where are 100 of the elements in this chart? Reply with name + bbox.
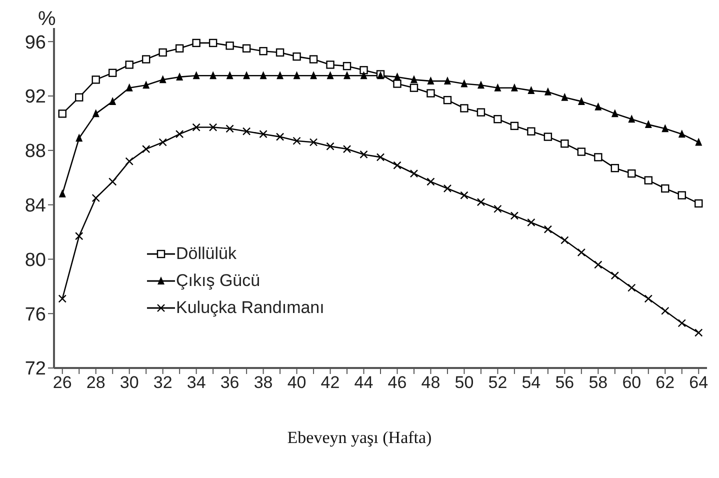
point [75, 93, 84, 102]
point [678, 319, 686, 328]
point [460, 104, 468, 112]
point [476, 198, 486, 206]
point [494, 83, 502, 92]
x-tick-label: 56 [555, 373, 574, 392]
point [410, 169, 418, 178]
point [326, 71, 334, 80]
point [360, 66, 368, 74]
point [326, 142, 334, 150]
point [125, 60, 134, 69]
point [92, 194, 100, 202]
point [242, 44, 251, 52]
point [578, 96, 585, 105]
point [695, 138, 702, 146]
point [594, 153, 602, 162]
point [393, 80, 402, 88]
point [510, 122, 519, 130]
point [527, 127, 536, 136]
point [443, 184, 452, 193]
point [510, 83, 518, 92]
point [544, 132, 552, 141]
point [610, 164, 620, 172]
point [661, 306, 670, 315]
x-tick-label: 26 [52, 373, 72, 392]
point [610, 271, 620, 280]
point [426, 178, 435, 186]
point [293, 71, 300, 80]
legend-label: Çıkış Gücü [176, 270, 260, 290]
point [142, 144, 150, 154]
point [192, 123, 200, 132]
point [560, 236, 569, 244]
point [108, 178, 117, 186]
point [678, 191, 686, 200]
point [394, 72, 401, 80]
point [376, 153, 385, 162]
point [226, 42, 234, 50]
x-tick-label: 46 [388, 373, 407, 392]
point [628, 169, 636, 178]
point [644, 294, 652, 303]
x-axis-title: Ebeveyn yaşı (Hafta) [286, 428, 433, 448]
point [476, 108, 486, 116]
point [427, 76, 434, 85]
point [460, 191, 468, 200]
point [528, 86, 535, 94]
point [342, 62, 352, 70]
point [477, 80, 484, 89]
x-tick-label: 36 [220, 373, 240, 392]
point [243, 71, 250, 80]
x-tick-label: 64 [689, 373, 708, 392]
point [360, 71, 368, 80]
x-tick-label: 34 [186, 373, 206, 392]
point [342, 144, 352, 154]
point [125, 157, 134, 166]
point [175, 44, 184, 52]
point [460, 79, 468, 88]
y-tick-label: 80 [24, 250, 46, 271]
point [58, 294, 66, 303]
point [661, 184, 670, 193]
point [292, 136, 301, 145]
x-tick-label: 48 [421, 373, 440, 392]
x-tick-label: 40 [287, 373, 306, 392]
point [309, 55, 318, 64]
x-tick-label: 54 [522, 373, 541, 392]
y-tick-label: 96 [24, 32, 46, 54]
point [444, 76, 451, 85]
point [260, 71, 267, 80]
point [259, 47, 268, 56]
point [393, 161, 402, 170]
x-tick-label: 42 [320, 373, 340, 392]
point [611, 109, 618, 118]
y-tick-label: 72 [24, 358, 46, 380]
point [628, 114, 636, 123]
point [142, 55, 150, 64]
point [494, 204, 502, 213]
point [92, 109, 100, 118]
x-tick-label: 32 [153, 373, 172, 392]
point [226, 124, 234, 133]
y-tick-label: 76 [24, 304, 46, 326]
x-tick-label: 44 [354, 373, 374, 392]
point [527, 218, 536, 227]
legend-label: Kuluçka Randımanı [176, 298, 324, 318]
point [360, 150, 368, 159]
point [142, 80, 150, 89]
point [628, 284, 636, 292]
point [594, 260, 602, 269]
point [544, 87, 552, 96]
point [75, 232, 84, 240]
point [158, 48, 167, 57]
x-tick-label: 60 [622, 373, 642, 392]
y-axis-title: % [38, 8, 56, 31]
x-tick-label: 52 [488, 373, 508, 392]
point [276, 71, 284, 80]
point [226, 71, 234, 80]
legend-label: Döllülük [176, 244, 236, 264]
point [276, 48, 284, 57]
point [76, 134, 83, 142]
point [276, 132, 284, 141]
point [344, 71, 351, 80]
point [208, 123, 218, 132]
